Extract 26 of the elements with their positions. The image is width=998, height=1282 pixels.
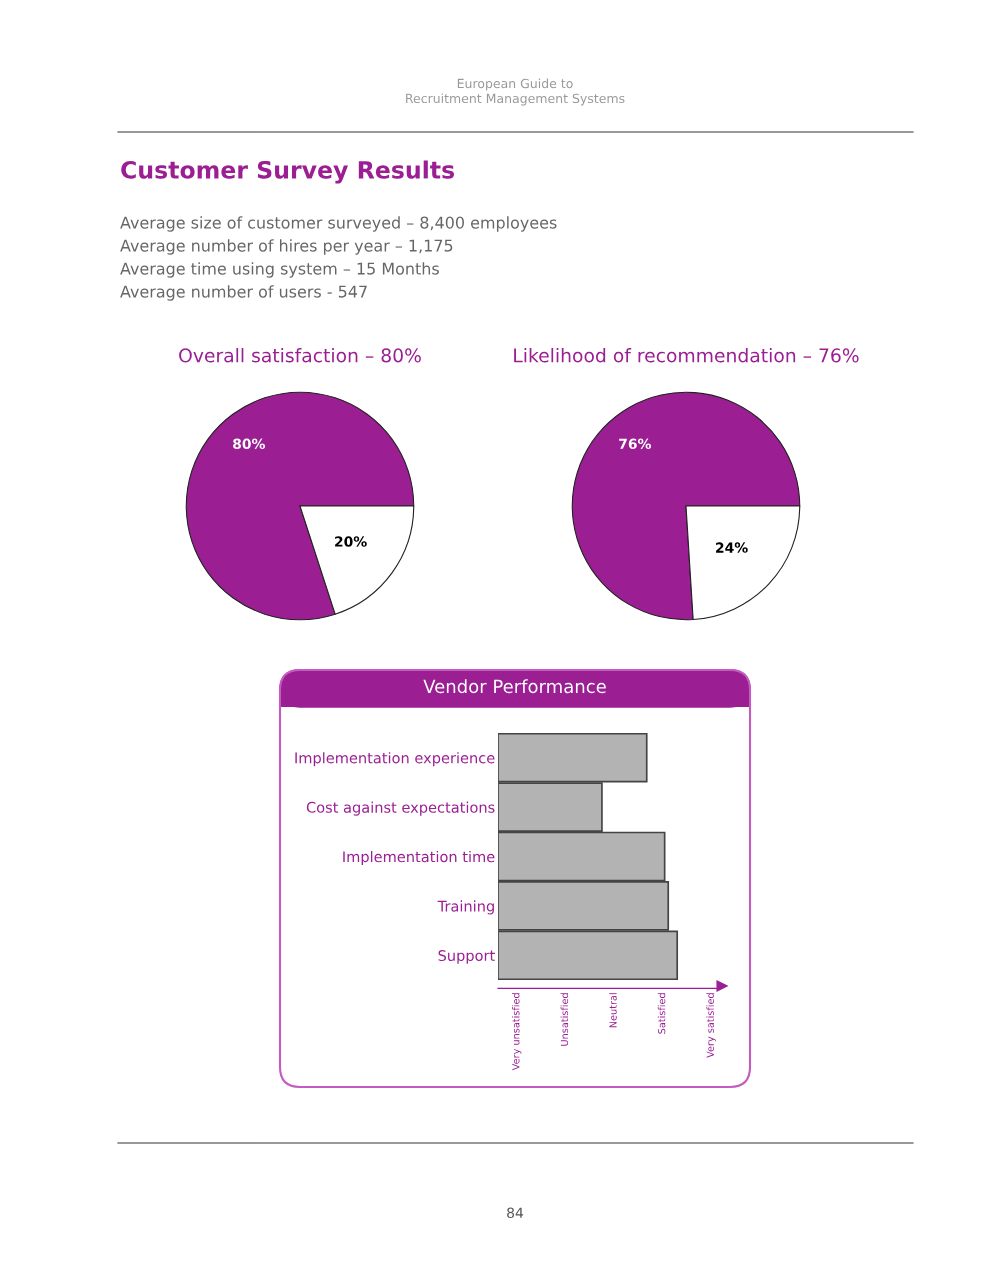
text: Average size of customer surveyed – 8,400 employees — [120, 216, 557, 232]
data-label: 80% — [233, 438, 266, 450]
data-label: 20% — [335, 536, 367, 547]
text: Average number of users - 547 — [120, 285, 367, 301]
y-tick-label: Cost against expectations — [306, 801, 495, 816]
pie-slice — [571, 391, 801, 621]
chart-title: Vendor Performance — [423, 679, 606, 694]
pie-slice — [185, 391, 415, 621]
y-tick-label: Implementation experience — [295, 752, 495, 767]
text: Very satisfied — [706, 993, 716, 1058]
text: Satisfied — [657, 993, 666, 1034]
text: Average time using system – 15 Months — [120, 262, 439, 278]
y-tick-label: Training — [437, 900, 494, 915]
text: Customer Survey Results — [121, 160, 455, 184]
text: European Guide to Recruitment Management Systems — [406, 78, 625, 106]
text: Neutral — [609, 993, 617, 1028]
text: 84 — [507, 1207, 524, 1219]
y-tick-label: Implementation time — [343, 850, 495, 866]
text: Unsatisfied — [560, 993, 569, 1046]
text: Average number of hires per year – 1,175 — [120, 239, 453, 255]
text: Very unsatisfied — [512, 993, 522, 1071]
data-label: 76% — [619, 438, 652, 450]
chart-title: Overall satisfaction – 80% — [179, 347, 421, 363]
chart-title: Likelihood of recommendation – 76% — [514, 347, 859, 363]
data-label: 24% — [716, 542, 748, 553]
y-tick-label: Support — [438, 950, 495, 964]
